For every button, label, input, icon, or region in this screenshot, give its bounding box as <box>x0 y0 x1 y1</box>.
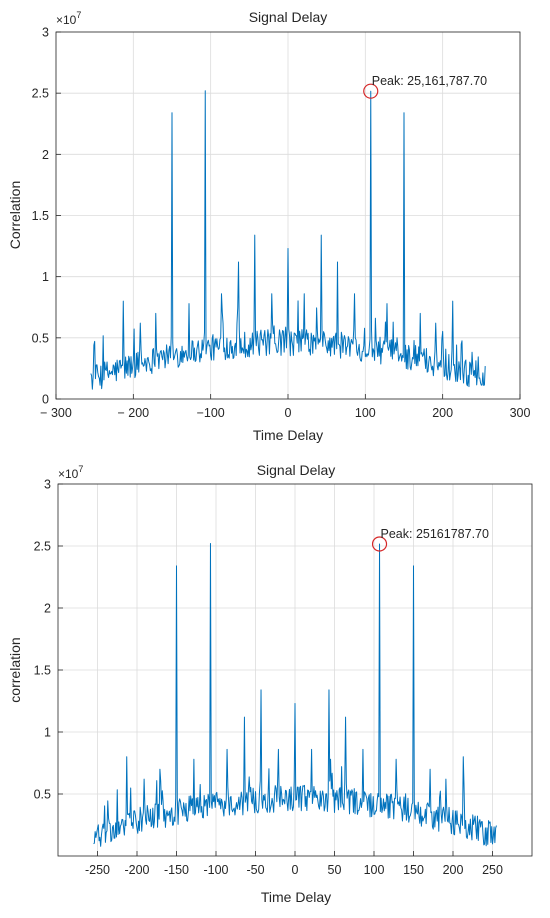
y-tick-label: 1.5 <box>34 664 51 678</box>
peak-marker <box>371 536 388 552</box>
x-axis-label: Time Delay <box>253 427 323 443</box>
plot-area <box>93 543 497 847</box>
x-tick-label: -200 <box>124 863 149 877</box>
axes-box <box>55 31 521 400</box>
x-tick-label: -250 <box>85 863 110 877</box>
y-tick-label: 1.5 <box>32 209 49 223</box>
y-tick-label: 2 <box>42 148 49 162</box>
x-tick-label: 150 <box>403 863 424 877</box>
x-tick-label: 100 <box>364 863 385 877</box>
x-tick-label: -100 <box>203 863 228 877</box>
y-tick-label: 0.5 <box>34 788 51 802</box>
y-axis-label: Correlation <box>7 181 23 249</box>
peak-label: Peak: 25,161,787.70 <box>372 74 487 88</box>
chart-title: Signal Delay <box>257 462 336 478</box>
y-exponent-base: ×10 <box>58 467 79 481</box>
y-tick-label: 1 <box>42 270 49 284</box>
x-tick-labels: − 300 − 200 −100 0 100 200 300 <box>40 406 530 420</box>
chart-panel-top: Signal Delay ×107 − 300 − 200 −100 0 100 200 3… <box>7 9 530 443</box>
chart-panel-bottom: Signal Delay ×107 -250 -200 -150 -100 -50 0 50… <box>7 462 533 905</box>
y-tick-label: 2.5 <box>34 540 51 554</box>
chart-title: Signal Delay <box>249 9 328 25</box>
y-tick-labels: 0 0.5 1 1.5 2 2.5 3 <box>32 26 49 407</box>
x-tick-label: -50 <box>246 863 264 877</box>
peak-annotation: Peak: 25,161,787.70 <box>363 74 487 99</box>
peak-label: Peak: 25161787.70 <box>381 527 489 541</box>
series-line <box>93 543 497 847</box>
x-tick-label: −100 <box>197 406 225 420</box>
y-exponent-base: ×10 <box>56 13 77 27</box>
x-tick-label: -150 <box>164 863 189 877</box>
plot-area <box>90 90 486 390</box>
y-axis-exponent: ×107 <box>58 464 83 481</box>
x-tick-label: 50 <box>328 863 342 877</box>
peak-annotation: Peak: 25161787.70 <box>371 527 489 552</box>
series-line <box>90 90 486 390</box>
x-axis-label: Time Delay <box>261 889 331 905</box>
x-tick-label: 0 <box>285 406 292 420</box>
x-tick-label: 200 <box>432 406 453 420</box>
y-exponent-power: 7 <box>76 10 81 20</box>
y-tick-label: 3 <box>44 478 51 492</box>
peak-marker <box>363 83 379 99</box>
axes-box <box>57 483 533 857</box>
x-tick-label: 300 <box>510 406 531 420</box>
x-tick-label: 200 <box>443 863 464 877</box>
x-tick-label: − 300 <box>40 406 72 420</box>
y-tick-labels: 0.5 1 1.5 2 2.5 3 <box>34 478 51 802</box>
x-tick-label: 0 <box>292 863 299 877</box>
y-tick-label: 2 <box>44 602 51 616</box>
y-tick-label: 1 <box>44 726 51 740</box>
x-tick-labels: -250 -200 -150 -100 -50 0 50 100 150 200 250 <box>85 863 503 877</box>
x-tick-label: 100 <box>355 406 376 420</box>
y-axis-exponent: ×107 <box>56 10 81 27</box>
y-axis-label: correlation <box>7 637 23 702</box>
y-tick-label: 0.5 <box>32 331 49 345</box>
y-tick-label: 0 <box>42 393 49 407</box>
x-tick-label: 250 <box>482 863 503 877</box>
y-tick-label: 2.5 <box>32 87 49 101</box>
y-tick-label: 3 <box>42 26 49 40</box>
y-exponent-power: 7 <box>78 464 83 474</box>
x-tick-label: − 200 <box>118 406 150 420</box>
